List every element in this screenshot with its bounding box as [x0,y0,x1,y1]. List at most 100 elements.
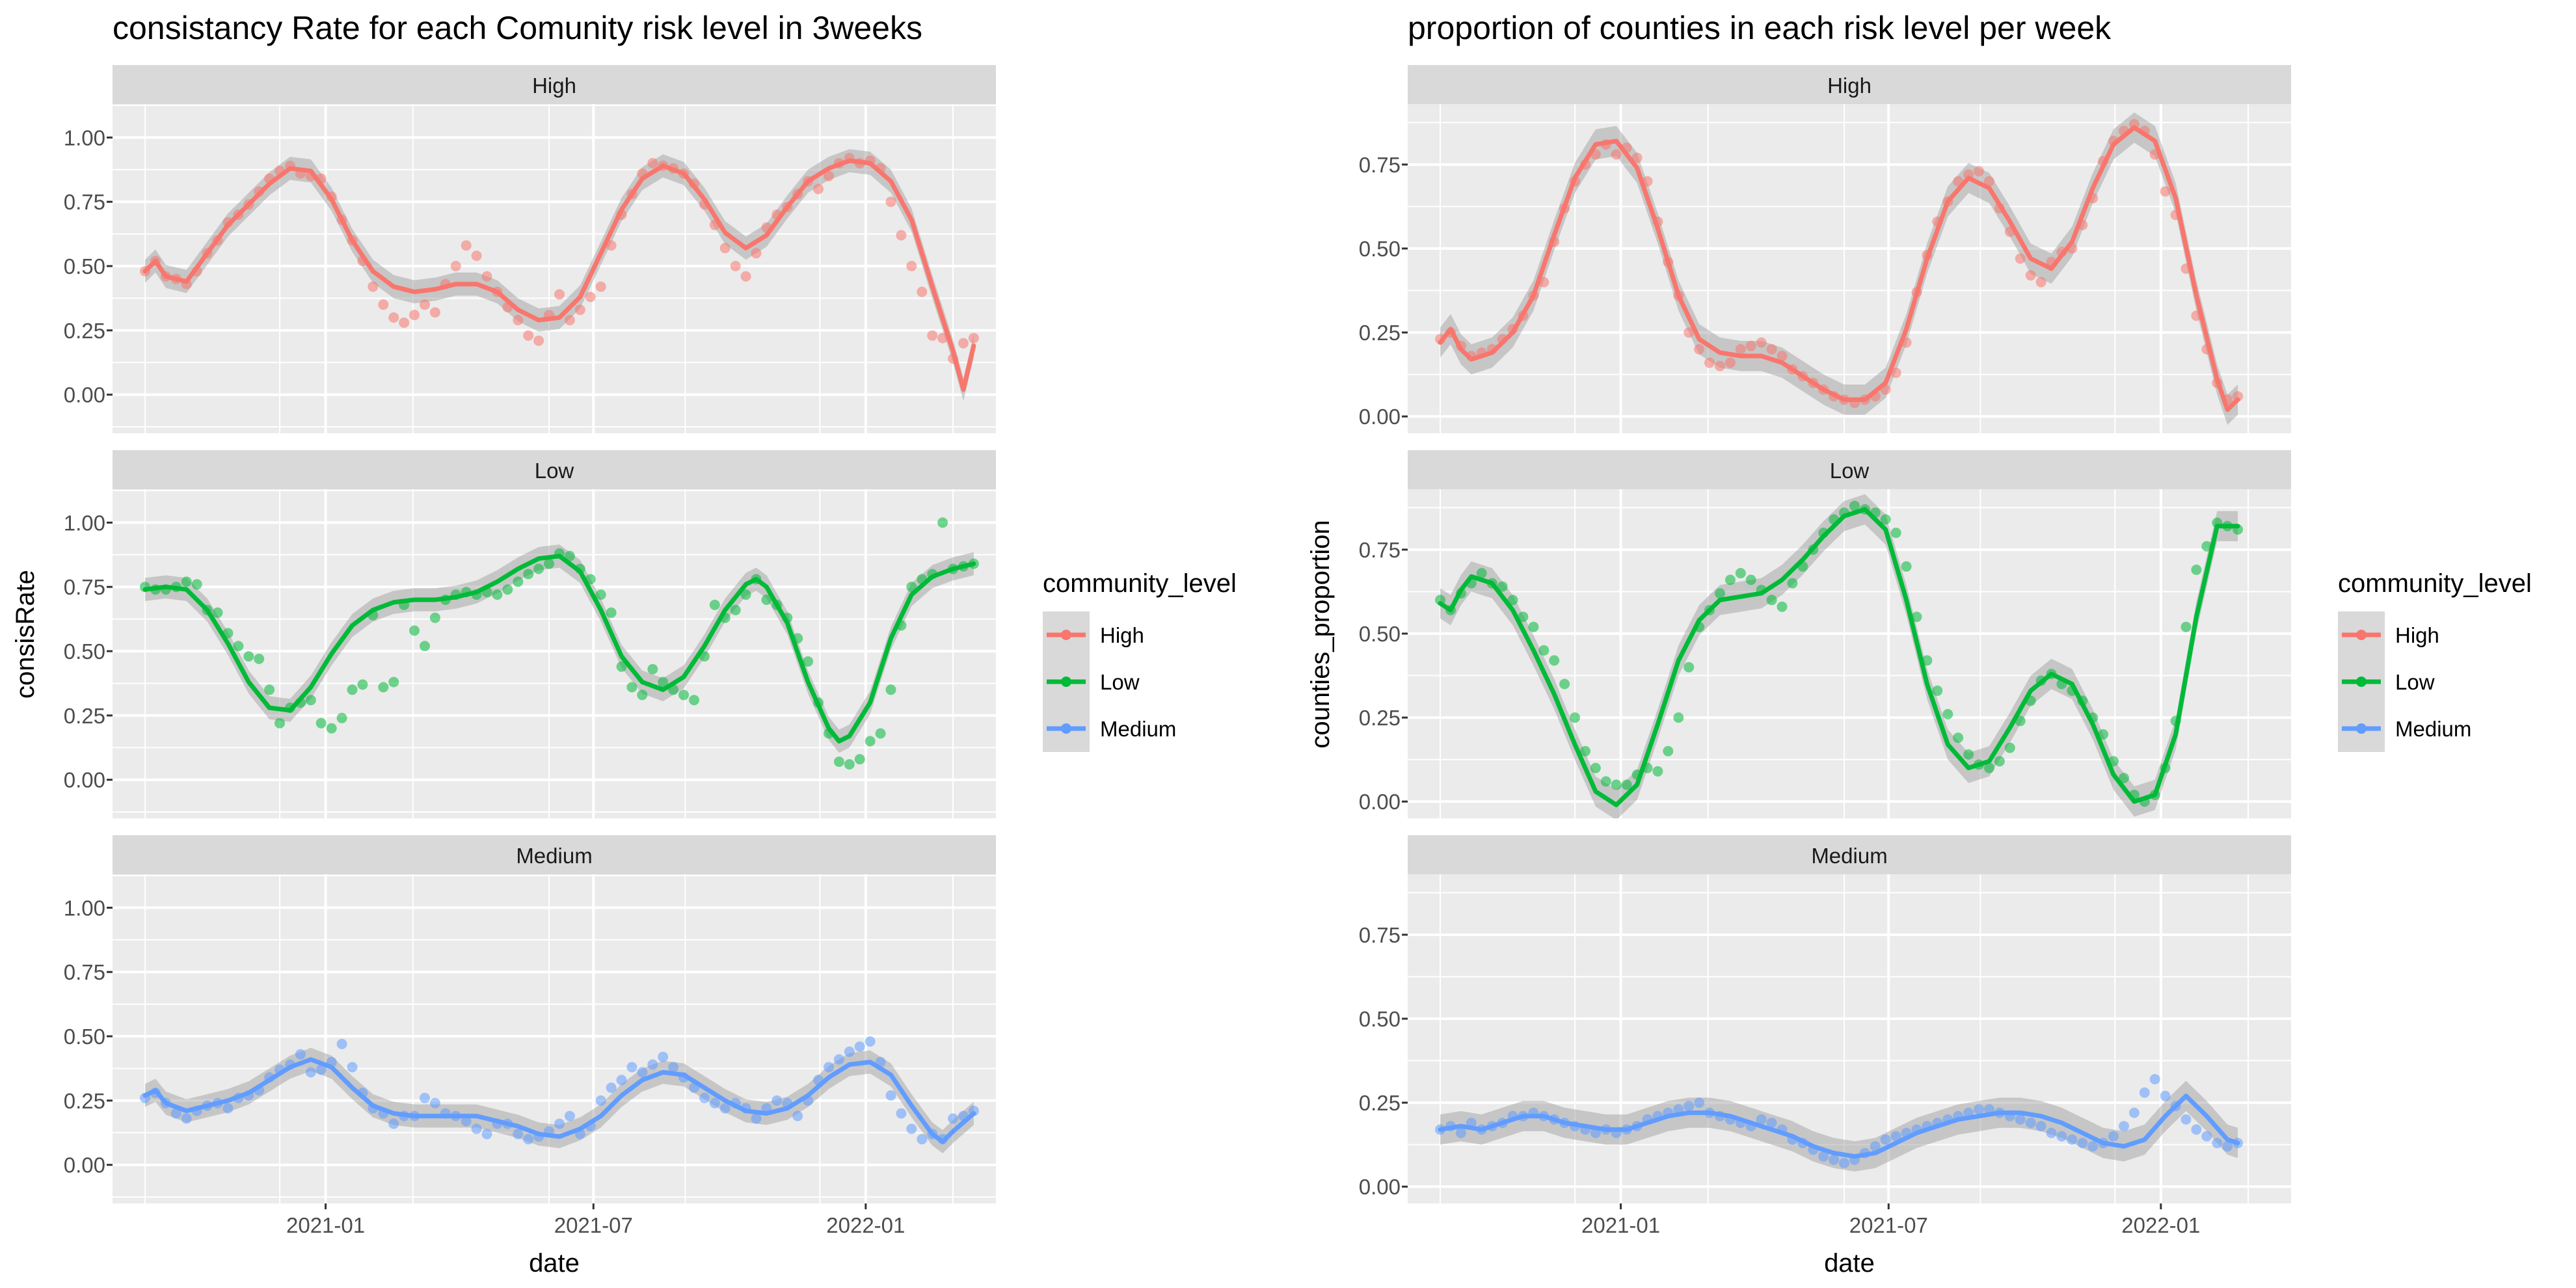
data-point [264,684,275,695]
legend-label: Low [1100,670,1140,694]
panel-content [140,1036,979,1153]
legend: community_level High Low Medium [1043,569,1237,752]
data-point [595,281,606,292]
legend-label: High [1100,623,1144,647]
data-point [1694,343,1705,355]
data-point [2160,186,2171,197]
data-point [678,690,689,701]
data-point [429,307,440,318]
data-point [2025,270,2036,281]
data-point [388,1118,399,1129]
y-tick-label: 1.00 [64,896,105,920]
y-tick-label: 0.75 [64,575,105,599]
data-point [740,271,751,282]
data-point [1766,1118,1777,1129]
panel-background [113,874,996,1203]
y-tick-label: 0.75 [1359,153,1401,177]
data-point [1942,708,1953,719]
x-tick-label: 2021-07 [554,1213,633,1237]
data-point [865,736,876,747]
data-point [420,641,430,652]
data-point [1704,357,1715,368]
data-point [1611,149,1622,160]
facet-strip-label: Low [535,459,574,483]
facet-strip [113,65,996,104]
data-point [1621,779,1632,790]
data-point [637,1067,648,1078]
data-point [709,599,720,610]
data-point [854,754,865,765]
data-point [326,723,337,734]
data-point [1974,1104,1984,1115]
data-point [824,170,834,181]
legend-label: Medium [2395,717,2471,741]
data-point [2056,1131,2067,1142]
data-point [761,595,772,605]
data-point [554,289,565,300]
data-point [1829,1154,1840,1165]
data-point [212,607,223,618]
y-tick-label: 0.50 [64,639,105,664]
data-point [968,332,979,343]
data-point [740,589,751,600]
facet-strip [113,835,996,874]
data-point [730,604,741,615]
data-point [751,248,762,259]
data-point [1673,712,1684,723]
x-axis-label: date [529,1249,580,1278]
data-point [429,1097,440,1108]
data-point [1735,568,1746,579]
data-point [917,1134,928,1145]
data-point [1756,1114,1767,1125]
data-point [315,1064,327,1075]
data-point [1663,745,1674,757]
data-point [1994,756,2005,767]
data-point [1611,779,1622,790]
y-tick-label: 0.75 [1359,923,1401,947]
data-point [606,1082,617,1093]
data-point [1570,712,1580,723]
legend-key-point [1061,723,1071,734]
data-point [1684,662,1695,673]
data-point [803,656,814,667]
data-point [429,612,440,623]
data-point [1652,766,1663,777]
y-tick-label: 0.25 [64,319,105,343]
data-point [1715,360,1725,371]
trend-line [1438,1093,2240,1159]
data-point [1766,595,1777,606]
data-point [409,625,420,636]
data-point [1963,749,1974,760]
data-point [1984,762,1994,773]
trend-line [1438,125,2240,412]
data-point [616,661,627,672]
data-point [1538,645,1550,656]
data-point [833,1054,844,1065]
facet-strip [113,450,996,489]
data-point [595,589,606,600]
data-point [2222,1141,2233,1152]
facet-strip [1408,450,2291,489]
data-point [1777,601,1788,612]
data-point [574,304,585,315]
data-point [461,1116,472,1127]
data-point [2015,253,2026,264]
data-point [626,682,637,693]
data-point [513,315,524,326]
data-point [450,261,461,271]
data-point [1476,568,1487,579]
y-tick-label: 0.50 [64,1025,105,1049]
data-point [689,695,699,706]
y-tick-label: 0.75 [64,190,105,214]
y-tick-label: 0.50 [64,254,105,278]
data-point [336,712,347,723]
data-point [2139,1087,2150,1098]
x-tick-label: 2022-01 [2121,1213,2200,1237]
data-point [222,1103,234,1114]
y-axis-label: consisRate [11,570,40,699]
data-point [1694,1097,1705,1108]
data-point [2119,773,2129,783]
data-point [865,1036,876,1047]
chart-1: consistancy Rate for each Comunity risk … [11,10,1237,1278]
